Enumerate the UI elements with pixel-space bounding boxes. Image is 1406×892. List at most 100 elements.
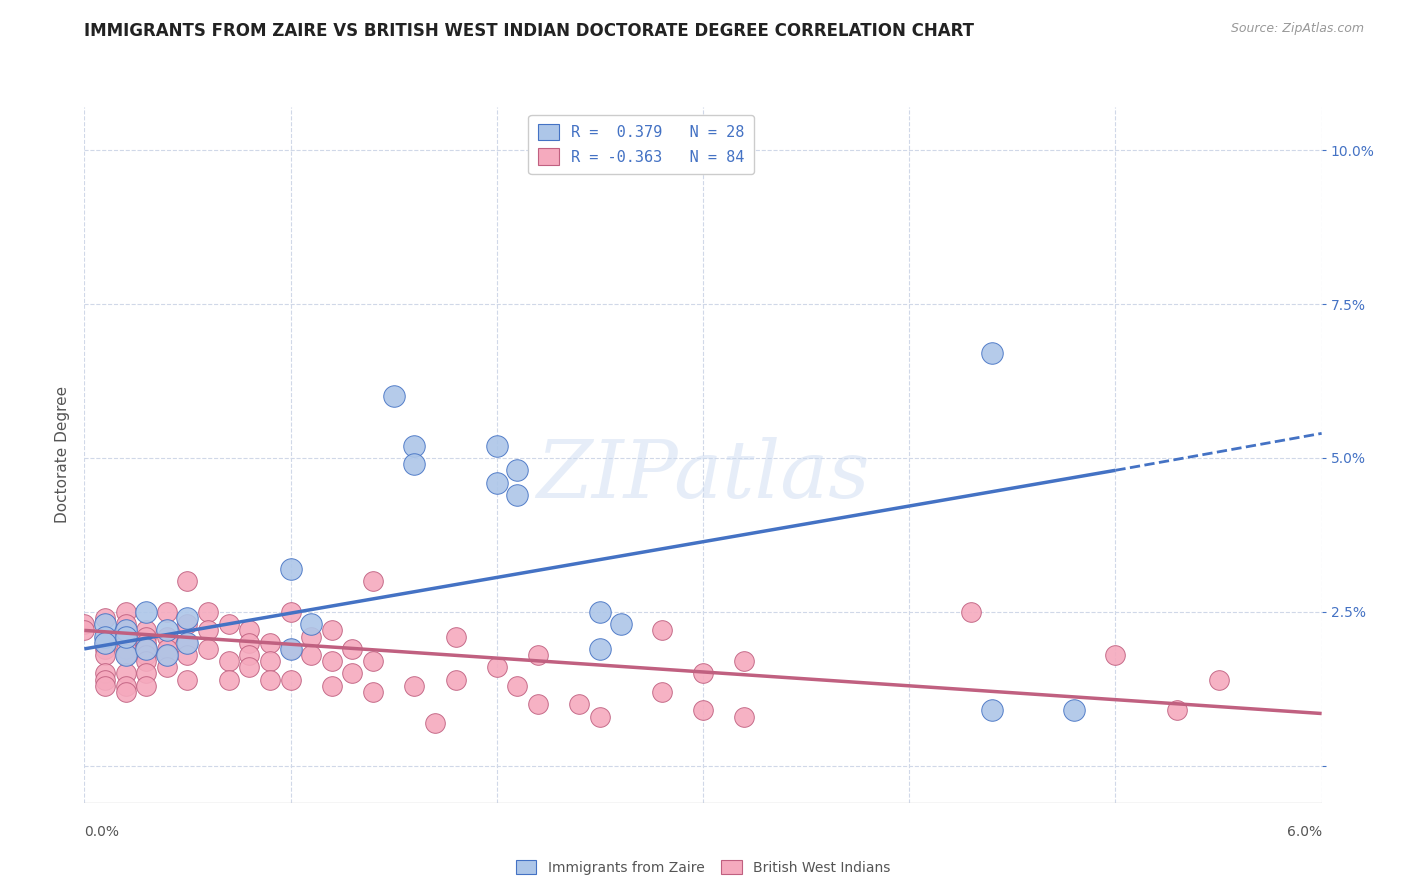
Point [156, 660, 179, 674]
Point [361, 654, 384, 668]
Point [94, 611, 117, 625]
Point [506, 488, 529, 502]
Point [321, 624, 343, 638]
Point [609, 617, 631, 632]
Point [135, 624, 157, 638]
Legend: R =  0.379   N = 28, R = -0.363   N = 84: R = 0.379 N = 28, R = -0.363 N = 84 [529, 115, 754, 174]
Point [176, 673, 198, 687]
Point [506, 463, 529, 477]
Point [651, 624, 673, 638]
Text: 0.0%: 0.0% [84, 825, 120, 839]
Y-axis label: Doctorate Degree: Doctorate Degree [55, 386, 70, 524]
Point [980, 346, 1002, 360]
Point [404, 457, 426, 471]
Point [299, 617, 322, 632]
Point [527, 648, 550, 662]
Point [321, 654, 343, 668]
Point [94, 636, 117, 650]
Point [135, 654, 157, 668]
Point [94, 666, 117, 681]
Point [1063, 703, 1085, 717]
Point [94, 641, 117, 656]
Point [1166, 703, 1188, 717]
Point [299, 648, 322, 662]
Point [114, 666, 136, 681]
Point [197, 641, 219, 656]
Point [114, 624, 136, 638]
Point [299, 630, 322, 644]
Point [114, 648, 136, 662]
Point [568, 698, 591, 712]
Point [94, 630, 117, 644]
Point [73, 617, 96, 632]
Point [960, 605, 983, 619]
Point [156, 648, 179, 662]
Point [218, 654, 240, 668]
Point [238, 648, 260, 662]
Point [197, 605, 219, 619]
Point [114, 630, 136, 644]
Point [444, 673, 467, 687]
Point [114, 685, 136, 699]
Point [114, 648, 136, 662]
Text: 6.0%: 6.0% [1286, 825, 1322, 839]
Point [135, 636, 157, 650]
Point [156, 648, 179, 662]
Point [404, 679, 426, 693]
Point [135, 648, 157, 662]
Point [506, 679, 529, 693]
Point [94, 679, 117, 693]
Point [114, 636, 136, 650]
Point [176, 611, 198, 625]
Point [94, 630, 117, 644]
Point [114, 641, 136, 656]
Point [114, 630, 136, 644]
Point [404, 439, 426, 453]
Text: ZIPatlas: ZIPatlas [536, 437, 870, 515]
Point [176, 636, 198, 650]
Point [73, 624, 96, 638]
Point [94, 636, 117, 650]
Point [280, 641, 302, 656]
Point [94, 648, 117, 662]
Legend: Immigrants from Zaire, British West Indians: Immigrants from Zaire, British West Indi… [510, 855, 896, 880]
Point [280, 562, 302, 576]
Point [589, 709, 612, 723]
Point [589, 641, 612, 656]
Point [135, 666, 157, 681]
Point [135, 605, 157, 619]
Point [94, 617, 117, 632]
Point [485, 660, 508, 674]
Point [197, 624, 219, 638]
Point [135, 641, 157, 656]
Point [259, 673, 281, 687]
Point [156, 605, 179, 619]
Point [444, 630, 467, 644]
Point [361, 574, 384, 589]
Point [259, 654, 281, 668]
Point [114, 605, 136, 619]
Point [361, 685, 384, 699]
Point [156, 630, 179, 644]
Point [176, 648, 198, 662]
Point [733, 709, 755, 723]
Point [589, 605, 612, 619]
Point [156, 641, 179, 656]
Point [94, 673, 117, 687]
Point [280, 673, 302, 687]
Point [423, 715, 446, 730]
Point [692, 703, 714, 717]
Point [342, 641, 364, 656]
Point [176, 636, 198, 650]
Point [135, 641, 157, 656]
Point [259, 636, 281, 650]
Point [135, 679, 157, 693]
Point [382, 389, 405, 403]
Point [238, 636, 260, 650]
Point [135, 630, 157, 644]
Point [485, 439, 508, 453]
Point [527, 698, 550, 712]
Point [342, 666, 364, 681]
Point [218, 673, 240, 687]
Point [156, 624, 179, 638]
